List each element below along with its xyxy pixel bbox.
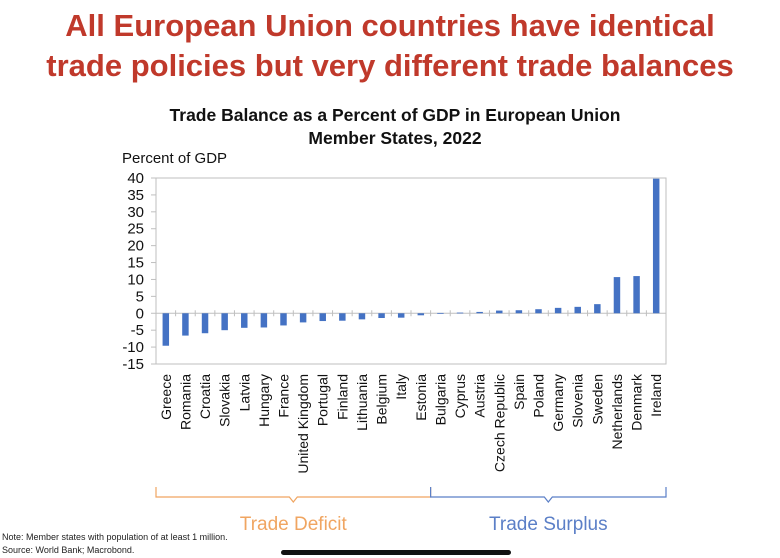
category-label: United Kingdom	[295, 374, 311, 474]
bar	[456, 312, 464, 314]
headline: All European Union countries have identi…	[0, 6, 780, 86]
category-label: Cyprus	[452, 374, 468, 418]
trade-surplus-label: Trade Surplus	[489, 514, 608, 535]
bar	[515, 310, 523, 314]
category-label: Belgium	[374, 374, 390, 425]
chart-title: Trade Balance as a Percent of GDP in Eur…	[110, 104, 680, 150]
y-tick-label: 5	[136, 288, 144, 305]
category-label: Sweden	[589, 374, 605, 425]
trade-surplus-bracket	[430, 487, 667, 503]
bar	[554, 307, 562, 314]
y-tick-label: 35	[127, 187, 144, 204]
category-label: Czech Republic	[491, 374, 507, 472]
bar	[378, 313, 385, 319]
bar	[633, 276, 640, 314]
trade-deficit-label: Trade Deficit	[240, 514, 348, 535]
source-note: Source: World Bank; Macrobond.	[2, 545, 135, 555]
category-label: Lithuania	[354, 374, 370, 431]
bar	[319, 313, 326, 322]
bar	[299, 313, 307, 323]
category-label: Latvia	[236, 374, 252, 412]
category-label: Germany	[550, 374, 566, 432]
bar	[339, 313, 346, 321]
category-label: Poland	[531, 374, 547, 418]
y-tick-label: -5	[131, 322, 144, 339]
category-label: Croatia	[197, 374, 213, 419]
bar	[182, 313, 189, 336]
footnote: Note: Member states with population of a…	[2, 532, 228, 542]
chart-title-line-2: Member States, 2022	[308, 128, 482, 148]
bar	[417, 313, 425, 316]
bar	[613, 277, 621, 314]
category-label: Denmark	[629, 373, 645, 431]
bar	[280, 313, 287, 326]
bar	[535, 309, 542, 314]
category-label: Spain	[511, 374, 527, 410]
y-tick-label: -15	[122, 356, 144, 373]
category-label: Estonia	[413, 374, 429, 421]
bar	[221, 313, 228, 331]
category-label: Portugal	[315, 374, 331, 426]
bar	[241, 313, 248, 328]
bar	[162, 313, 170, 346]
category-label: Austria	[472, 374, 488, 418]
category-label: Ireland	[648, 374, 664, 417]
headline-line-2: trade policies but very different trade …	[46, 48, 734, 83]
category-label: Slovenia	[570, 374, 586, 428]
home-indicator[interactable]	[281, 550, 511, 555]
category-label: Bulgaria	[432, 374, 448, 426]
y-tick-label: 10	[127, 271, 144, 288]
y-tick-label: 0	[136, 305, 144, 322]
y-axis-unit-label: Percent of GDP	[122, 150, 228, 167]
bar	[652, 178, 660, 314]
bar	[594, 304, 601, 314]
headline-line-1: All European Union countries have identi…	[65, 8, 715, 43]
y-tick-label: 40	[127, 170, 144, 187]
plot-frame	[155, 177, 667, 365]
bar	[437, 312, 444, 314]
category-label: Greece	[158, 374, 174, 420]
bar	[397, 313, 405, 318]
bar	[358, 313, 366, 320]
bar	[574, 306, 581, 314]
bar	[260, 313, 268, 328]
category-label: Slovakia	[217, 374, 233, 427]
bar	[476, 311, 483, 314]
category-label: Finland	[334, 374, 350, 420]
bar	[201, 313, 209, 334]
y-tick-label: 30	[127, 204, 144, 221]
chart-title-line-1: Trade Balance as a Percent of GDP in Eur…	[169, 105, 621, 125]
category-label: Romania	[177, 374, 193, 430]
y-tick-label: 15	[127, 255, 144, 272]
trade-deficit-bracket	[155, 487, 432, 503]
category-label: Hungary	[256, 374, 272, 427]
category-label: Italy	[393, 374, 409, 400]
bar	[496, 310, 503, 314]
y-tick-label: 25	[127, 221, 144, 238]
y-tick-label: -10	[122, 339, 144, 356]
y-tick-label: 20	[127, 238, 144, 255]
category-label: France	[276, 374, 292, 418]
category-label: Netherlands	[609, 374, 625, 450]
